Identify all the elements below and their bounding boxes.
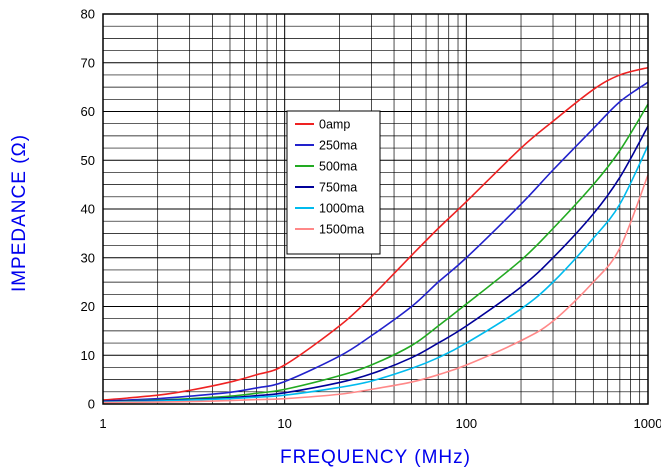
y-tick-label: 70 xyxy=(81,55,95,70)
y-tick-label: 80 xyxy=(81,7,95,22)
series-lines xyxy=(102,66,649,404)
series-line-0amp xyxy=(102,66,649,401)
legend: 0amp 250ma 500ma 750ma 1000ma 1500ma xyxy=(286,110,381,255)
legend-label-1000ma: 1000ma xyxy=(319,202,364,216)
y-axis-title: IMPEDANCE (Ω) xyxy=(9,134,30,292)
x-axis-title: FREQUENCY (MHz) xyxy=(280,447,471,468)
x-tick-label: 10 xyxy=(277,416,291,431)
x-tick-label: 100 xyxy=(455,416,477,431)
plot-frame xyxy=(102,13,649,405)
y-tick-label: 40 xyxy=(81,202,95,217)
y-tick-label: 10 xyxy=(81,348,95,363)
series-line-1000ma xyxy=(102,145,649,403)
legend-label-250ma: 250ma xyxy=(319,139,357,153)
legend-label-1500ma: 1500ma xyxy=(319,223,364,237)
y-tick-label: 0 xyxy=(88,397,95,412)
x-tick-label: 1000 xyxy=(634,416,661,431)
legend-label-500ma: 500ma xyxy=(319,160,357,174)
y-tick-label: 20 xyxy=(81,299,95,314)
x-tick-label: 1 xyxy=(99,416,106,431)
x-tick-labels: 1 10 100 1000 xyxy=(99,416,661,431)
legend-box xyxy=(286,110,381,255)
legend-label-750ma: 750ma xyxy=(319,181,357,195)
y-tick-label: 60 xyxy=(81,104,95,119)
y-tick-label: 30 xyxy=(81,250,95,265)
legend-label-0amp: 0amp xyxy=(319,118,350,132)
series-line-250ma xyxy=(102,81,649,402)
y-tick-labels: 0 10 20 30 40 50 60 70 80 xyxy=(81,7,95,412)
series-line-500ma xyxy=(102,103,649,403)
y-tick-label: 50 xyxy=(81,153,95,168)
series-line-1500ma xyxy=(102,174,649,404)
